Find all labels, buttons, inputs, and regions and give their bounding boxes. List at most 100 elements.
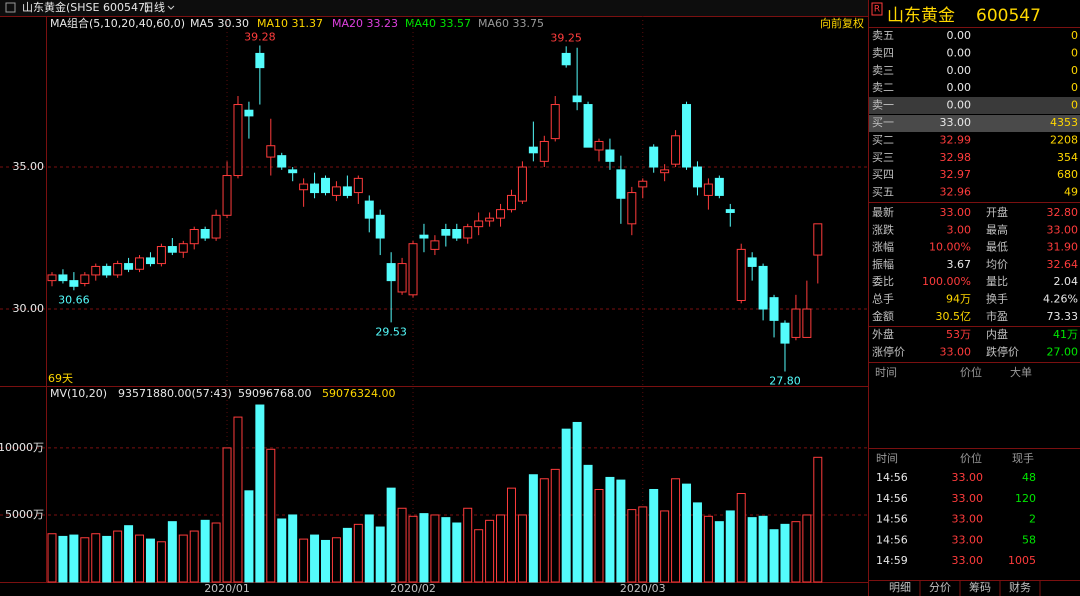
- candle-body: [649, 146, 659, 168]
- order-volume: 0: [1071, 81, 1078, 94]
- candle-body: [244, 109, 254, 117]
- candle-body: [528, 146, 538, 154]
- candle-body: [321, 177, 330, 194]
- candle-body: [725, 209, 735, 213]
- volume-bar: [135, 534, 145, 583]
- volume-bar: [539, 478, 549, 583]
- stat-label: 量比: [986, 275, 1008, 288]
- volume-bar: [660, 510, 670, 583]
- stat-label: 金额: [872, 309, 894, 323]
- vol-legend-label[interactable]: MV(10,20): [50, 387, 107, 400]
- volume-bar: [506, 487, 516, 583]
- column-header: 价位: [960, 451, 982, 465]
- candle-body: [485, 217, 495, 222]
- stat-value: 33.00: [1047, 223, 1079, 236]
- candle-body: [419, 234, 429, 239]
- ma-legend-label[interactable]: MA组合(5,10,20,40,60,0): [50, 16, 185, 30]
- candle-body: [331, 186, 341, 196]
- volume-bar: [299, 538, 309, 583]
- candle-body: [156, 246, 166, 265]
- volume-bar: [703, 515, 713, 583]
- stat-label: 最新: [872, 205, 894, 219]
- candle-body: [561, 52, 571, 66]
- column-header: 时间: [875, 366, 897, 379]
- volume-bar: [102, 535, 112, 583]
- candle-body: [747, 257, 757, 267]
- candle-body: [233, 104, 243, 177]
- stock-name: 山东黄金: [887, 6, 955, 26]
- candle-body: [58, 274, 68, 282]
- stat-label: 委比: [872, 275, 894, 288]
- candle-body: [638, 180, 648, 188]
- candle-body: [386, 263, 396, 282]
- candle-body: [364, 200, 374, 219]
- tick-volume: 1005: [1008, 554, 1036, 567]
- candle-body: [539, 140, 549, 162]
- candle-body: [474, 220, 484, 228]
- volume-bar: [321, 539, 330, 583]
- stat-label: 外盘: [872, 327, 894, 341]
- tick-volume: 120: [1015, 492, 1036, 505]
- tab[interactable]: 筹码: [969, 580, 991, 594]
- column-header: 价位: [960, 365, 982, 379]
- stat-label: 最低: [986, 241, 1008, 254]
- volume-bar: [550, 468, 560, 583]
- stat-label: 换手: [986, 292, 1008, 306]
- stat-value: 10.00%: [929, 241, 971, 254]
- y-tick-label: 35.00: [13, 160, 45, 173]
- menu-icon[interactable]: [5, 2, 16, 13]
- period[interactable]: 日线: [143, 0, 165, 14]
- volume-bar: [124, 525, 134, 583]
- candle-body: [255, 52, 265, 69]
- candle-body: [780, 322, 790, 344]
- order-label: 卖五: [872, 29, 894, 42]
- candle-body: [769, 297, 779, 321]
- volume-bar: [408, 515, 418, 583]
- tick-time: 14:56: [876, 513, 908, 526]
- candle-body: [430, 240, 440, 250]
- volume-bar: [397, 507, 407, 583]
- candle-body: [605, 149, 615, 162]
- tick-time: 14:56: [876, 471, 908, 484]
- volume-bar: [266, 448, 276, 583]
- order-volume: 0: [1071, 99, 1078, 112]
- order-volume: 4353: [1050, 116, 1078, 129]
- period-dropdown[interactable]: [167, 5, 175, 10]
- highlight: [869, 97, 1080, 114]
- security-title: 山东黄金(SHSE 600547): [22, 0, 149, 14]
- candle-body: [266, 145, 276, 158]
- candle-body: [167, 246, 177, 253]
- tick-volume: 2: [1029, 513, 1036, 526]
- candle-body: [594, 140, 604, 151]
- volume-bar: [572, 421, 582, 583]
- candle-body: [496, 209, 506, 219]
- ma-legend-item: MA10 31.37: [257, 17, 323, 30]
- order-price: 32.98: [940, 151, 972, 164]
- volume-bar: [353, 523, 363, 583]
- candle-body: [397, 263, 407, 293]
- tab[interactable]: 明细: [889, 581, 911, 594]
- candle-body: [299, 183, 309, 191]
- volume-bar: [69, 534, 79, 583]
- tab[interactable]: 分价: [929, 581, 951, 594]
- candle-body: [145, 257, 155, 265]
- volume-bar: [463, 507, 473, 583]
- candle-body: [758, 265, 768, 310]
- order-price: 0.00: [947, 81, 972, 94]
- order-volume: 0: [1071, 64, 1078, 77]
- stat-value: 3.67: [947, 258, 972, 271]
- tab[interactable]: 财务: [1009, 580, 1031, 594]
- stat-label: 振幅: [872, 257, 894, 271]
- volume-bar: [58, 535, 68, 583]
- tick-price: 33.00: [952, 513, 984, 526]
- order-label: 卖四: [872, 46, 894, 59]
- stat-value: 33.00: [940, 206, 972, 219]
- volume-bar: [419, 513, 429, 583]
- candle-body: [178, 243, 188, 253]
- tick-time: 14:56: [876, 533, 908, 546]
- adjust-mode[interactable]: 向前复权: [820, 16, 864, 30]
- volume-bar: [386, 487, 396, 583]
- candle-body: [452, 229, 462, 239]
